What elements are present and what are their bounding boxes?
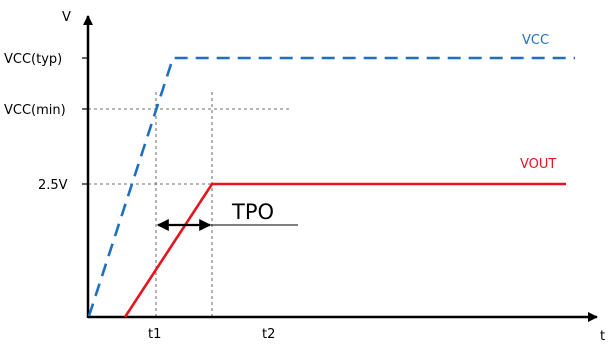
vcc-typ-label: VCC(typ) xyxy=(4,52,62,67)
tpo-label: TPO xyxy=(231,200,274,224)
x-axis-label: t xyxy=(600,329,605,344)
vcc-signal-label: VCC xyxy=(522,33,549,48)
reference-lines xyxy=(88,92,292,317)
y-axis-label: V xyxy=(62,10,71,25)
vcc-waveform xyxy=(87,56,575,317)
t1-label: t1 xyxy=(148,327,161,342)
vout-signal-label: VOUT xyxy=(520,157,556,172)
vcc-min-label: VCC(min) xyxy=(4,103,66,118)
t2-label: t2 xyxy=(262,327,275,342)
v-2-5-label: 2.5V xyxy=(38,178,68,193)
vout-waveform xyxy=(123,182,566,318)
y-tick-marks xyxy=(82,57,88,185)
